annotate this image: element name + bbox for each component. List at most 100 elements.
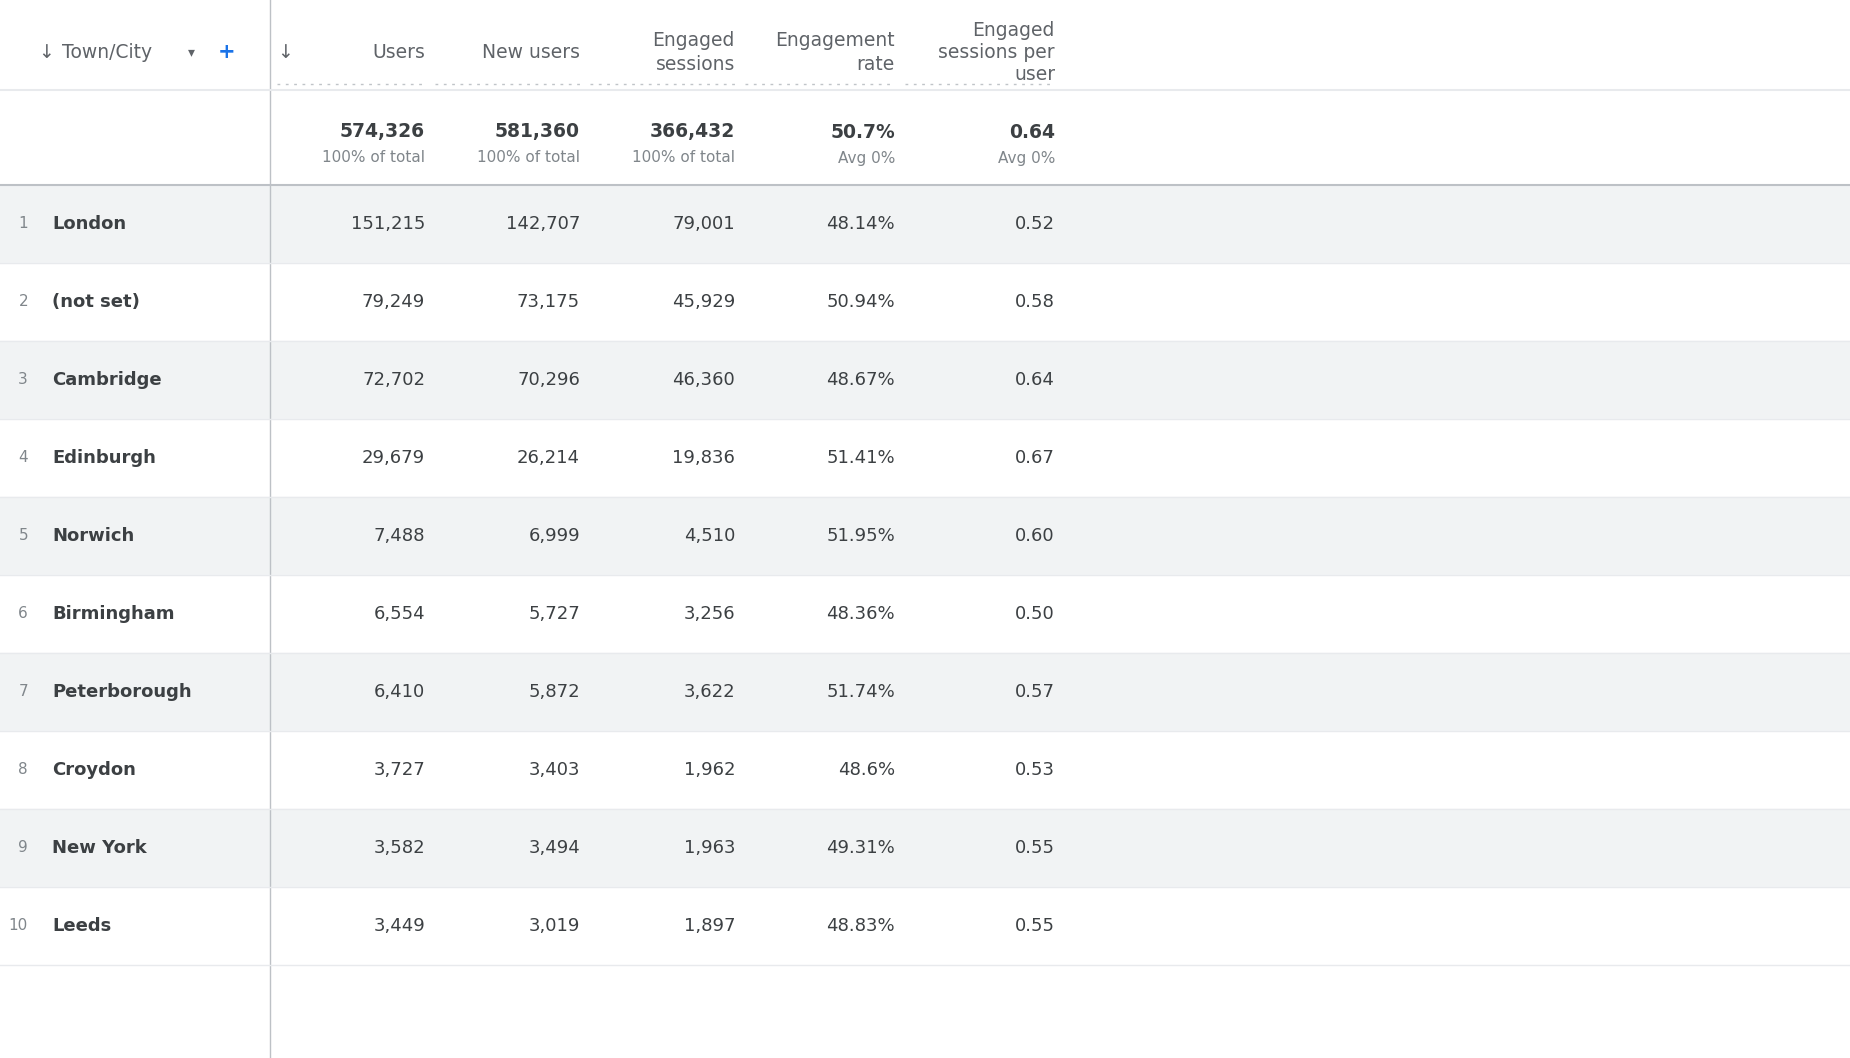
Text: 8: 8 (18, 763, 28, 778)
Text: 581,360: 581,360 (496, 123, 581, 142)
Text: 151,215: 151,215 (352, 215, 426, 233)
Text: 48.83%: 48.83% (827, 917, 895, 935)
Text: 6,554: 6,554 (374, 605, 426, 623)
Text: 3,019: 3,019 (529, 917, 581, 935)
Text: 0.52: 0.52 (1016, 215, 1054, 233)
Text: rate: rate (857, 55, 895, 73)
Text: ▾: ▾ (189, 45, 194, 59)
Bar (0, 185, 1850, 263)
Text: 1,963: 1,963 (683, 839, 734, 857)
Text: sessions per: sessions per (938, 42, 1054, 61)
Text: 4,510: 4,510 (684, 527, 734, 545)
Text: sessions: sessions (655, 55, 734, 73)
Text: 6,999: 6,999 (529, 527, 581, 545)
Text: 5: 5 (18, 529, 28, 544)
Text: Cambridge: Cambridge (52, 371, 161, 389)
Bar (0, 887, 1850, 965)
Text: 70,296: 70,296 (518, 371, 581, 389)
Text: 100% of total: 100% of total (633, 150, 734, 165)
Text: 49.31%: 49.31% (827, 839, 895, 857)
Text: 3: 3 (18, 372, 28, 387)
Text: 366,432: 366,432 (649, 123, 734, 142)
Bar (0, 497, 1850, 574)
Text: 0.60: 0.60 (1016, 527, 1054, 545)
Text: 0.55: 0.55 (1016, 839, 1054, 857)
Text: 3,622: 3,622 (683, 683, 734, 701)
Text: 1: 1 (18, 217, 28, 232)
Text: 4: 4 (18, 451, 28, 466)
Text: 100% of total: 100% of total (322, 150, 426, 165)
Text: Engaged: Engaged (653, 31, 734, 50)
Text: 10: 10 (9, 918, 28, 933)
Bar (0, 809, 1850, 887)
Text: 6,410: 6,410 (374, 683, 426, 701)
Text: 51.95%: 51.95% (827, 527, 895, 545)
Text: 5,727: 5,727 (529, 605, 581, 623)
Text: 1,962: 1,962 (683, 761, 734, 779)
Text: 0.55: 0.55 (1016, 917, 1054, 935)
Bar (0, 653, 1850, 731)
Text: ↓: ↓ (278, 42, 292, 61)
Text: 79,001: 79,001 (672, 215, 734, 233)
Text: 51.74%: 51.74% (827, 683, 895, 701)
Text: 72,702: 72,702 (363, 371, 426, 389)
Text: Engagement: Engagement (775, 31, 895, 50)
Text: 7,488: 7,488 (374, 527, 426, 545)
Text: 574,326: 574,326 (340, 123, 426, 142)
Text: Avg 0%: Avg 0% (838, 150, 895, 165)
Text: 1,897: 1,897 (683, 917, 734, 935)
Text: 51.41%: 51.41% (827, 449, 895, 467)
Text: Users: Users (372, 42, 426, 61)
Text: 48.67%: 48.67% (827, 371, 895, 389)
Text: 7: 7 (18, 685, 28, 699)
Bar (0, 263, 1850, 341)
Text: 50.7%: 50.7% (831, 123, 895, 142)
Bar (0, 731, 1850, 809)
Text: 48.14%: 48.14% (827, 215, 895, 233)
Text: New users: New users (483, 42, 581, 61)
Text: 3,727: 3,727 (374, 761, 426, 779)
Text: 5,872: 5,872 (529, 683, 581, 701)
Text: 29,679: 29,679 (363, 449, 426, 467)
Text: 0.64: 0.64 (1016, 371, 1054, 389)
Text: 142,707: 142,707 (505, 215, 581, 233)
Text: 48.6%: 48.6% (838, 761, 895, 779)
Text: 79,249: 79,249 (363, 293, 426, 311)
Text: 0.64: 0.64 (1008, 123, 1054, 142)
Text: Peterborough: Peterborough (52, 683, 192, 701)
Text: Birmingham: Birmingham (52, 605, 174, 623)
Text: 3,256: 3,256 (683, 605, 734, 623)
Text: Croydon: Croydon (52, 761, 135, 779)
Text: Norwich: Norwich (52, 527, 135, 545)
Bar (0, 341, 1850, 419)
Text: Town/City: Town/City (63, 42, 152, 61)
Text: Engaged: Engaged (973, 20, 1054, 39)
Text: 2: 2 (18, 294, 28, 310)
Text: user: user (1014, 65, 1054, 84)
Text: New York: New York (52, 839, 146, 857)
Text: 3,494: 3,494 (529, 839, 581, 857)
Text: 9: 9 (18, 840, 28, 856)
Text: 3,582: 3,582 (374, 839, 426, 857)
Text: 48.36%: 48.36% (827, 605, 895, 623)
Text: 0.53: 0.53 (1016, 761, 1054, 779)
Text: 73,175: 73,175 (516, 293, 581, 311)
Text: 19,836: 19,836 (672, 449, 734, 467)
Text: Avg 0%: Avg 0% (997, 150, 1054, 165)
Text: 0.58: 0.58 (1016, 293, 1054, 311)
Text: 0.50: 0.50 (1016, 605, 1054, 623)
Text: 3,449: 3,449 (374, 917, 426, 935)
Text: 26,214: 26,214 (516, 449, 581, 467)
Text: +: + (218, 42, 235, 62)
Text: 50.94%: 50.94% (827, 293, 895, 311)
Text: 45,929: 45,929 (672, 293, 734, 311)
Text: 0.67: 0.67 (1016, 449, 1054, 467)
Text: London: London (52, 215, 126, 233)
Text: 3,403: 3,403 (529, 761, 581, 779)
Bar (0, 419, 1850, 497)
Text: 6: 6 (18, 606, 28, 621)
Text: 100% of total: 100% of total (477, 150, 581, 165)
Text: (not set): (not set) (52, 293, 141, 311)
Bar (0, 574, 1850, 653)
Text: 46,360: 46,360 (672, 371, 734, 389)
